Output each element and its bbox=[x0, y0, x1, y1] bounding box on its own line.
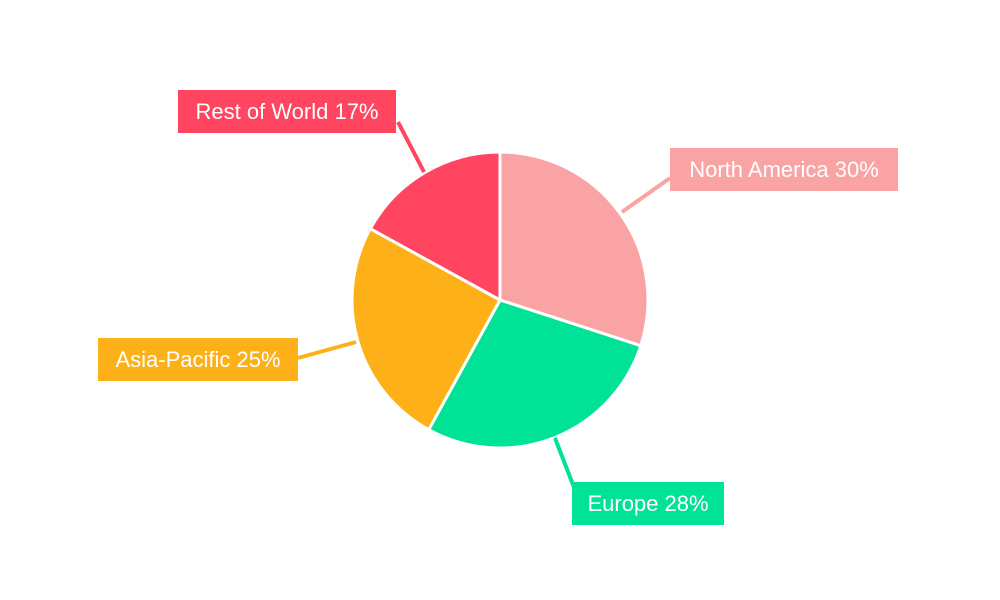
pie-slice-rest-of-world[interactable] bbox=[368, 150, 502, 303]
leader-line bbox=[297, 340, 357, 360]
pie-labels: North America 30% Europe 28% Asia-Pacific … bbox=[98, 90, 898, 525]
data-label: Europe 28% bbox=[587, 491, 708, 516]
data-label-box bbox=[572, 482, 724, 525]
pie-slice-asia-pacific[interactable] bbox=[350, 226, 503, 432]
pie-slice-europe[interactable] bbox=[426, 298, 643, 450]
leader-line bbox=[620, 176, 672, 214]
data-label-box bbox=[98, 338, 298, 381]
data-label-box bbox=[670, 148, 898, 191]
data-label-box bbox=[178, 90, 396, 133]
data-label: Rest of World 17% bbox=[195, 99, 378, 124]
leader-line bbox=[553, 437, 577, 491]
pie-slice-north-america[interactable] bbox=[498, 150, 650, 348]
pie-slices bbox=[350, 150, 650, 450]
data-label: North America 30% bbox=[689, 157, 879, 182]
data-label: Asia-Pacific 25% bbox=[115, 347, 280, 372]
leader-line bbox=[396, 121, 426, 173]
